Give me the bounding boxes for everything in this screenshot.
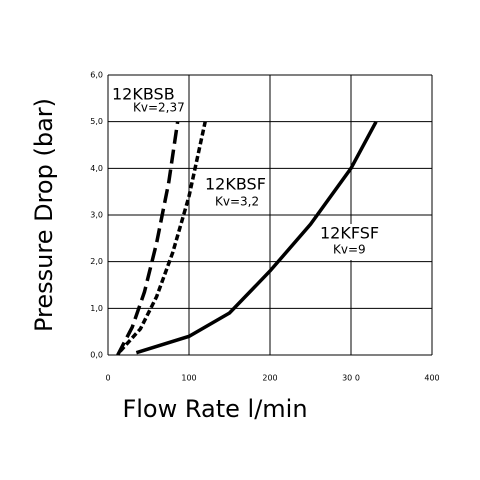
label-bg <box>318 224 382 260</box>
line <box>118 121 207 353</box>
line <box>135 120 378 355</box>
x-tick-label: 30 0 <box>342 374 360 383</box>
series-label: 12KFSF <box>320 224 379 243</box>
x-tick-label: 100 <box>181 374 196 383</box>
label-bg <box>203 175 268 211</box>
line <box>116 121 180 356</box>
y-tick-label: 6,0 <box>90 71 103 80</box>
x-axis-label: Flow Rate l/min <box>122 395 307 423</box>
series-annotation: Kv=2,37 <box>133 101 185 115</box>
y-tick-label: 5,0 <box>90 117 103 126</box>
label-bg <box>110 85 187 121</box>
y-tick-label: 0,0 <box>90 351 103 360</box>
series-label: 12KBSF <box>205 175 266 194</box>
y-tick-label: 1,0 <box>90 304 103 313</box>
y-tick-label: 3,0 <box>90 211 103 220</box>
x-tick-label: 400 <box>424 374 439 383</box>
y-tick-label: 2,0 <box>90 257 103 266</box>
series-annotation: Kv=3,2 <box>215 195 259 209</box>
series-annotation: Kv=9 <box>333 243 366 257</box>
x-tick-label: 200 <box>262 374 277 383</box>
y-tick-label: 4,0 <box>90 164 103 173</box>
series-label: 12KBSB <box>112 85 175 104</box>
y-axis-label: Pressure Drop (bar) <box>30 98 58 332</box>
x-tick-label: 0 <box>105 374 110 383</box>
